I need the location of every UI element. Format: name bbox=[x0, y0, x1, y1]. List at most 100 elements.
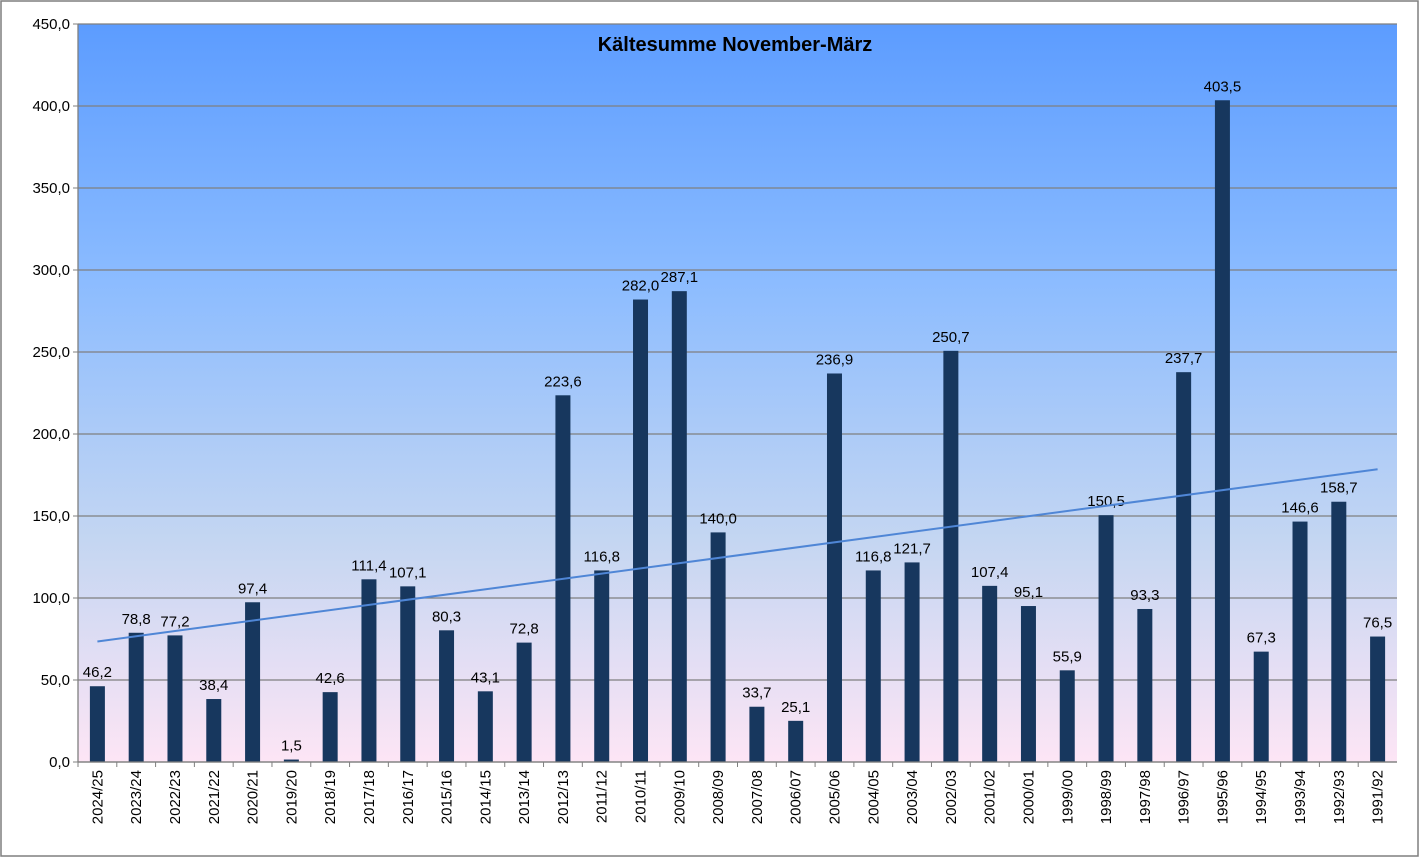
data-label: 282,0 bbox=[622, 278, 660, 295]
data-label: 121,7 bbox=[893, 540, 931, 557]
x-tick-label: 2018/19 bbox=[322, 770, 339, 824]
x-tick-label: 2013/14 bbox=[516, 770, 533, 824]
bar bbox=[1370, 636, 1386, 762]
data-label: 46,2 bbox=[83, 664, 112, 681]
bar bbox=[982, 585, 998, 762]
bar bbox=[710, 532, 726, 762]
y-tick-label: 100,0 bbox=[32, 590, 70, 607]
bar bbox=[439, 630, 455, 762]
bar bbox=[1059, 670, 1075, 762]
x-tick-label: 1996/97 bbox=[1176, 770, 1193, 824]
trendline bbox=[97, 468, 1378, 643]
bar bbox=[1020, 606, 1036, 762]
bar bbox=[826, 373, 842, 762]
x-tick-label: 2024/25 bbox=[89, 770, 106, 824]
y-tick-label: 400,0 bbox=[32, 98, 70, 115]
x-tick-label: 1999/00 bbox=[1059, 770, 1076, 824]
data-label: 76,5 bbox=[1363, 615, 1392, 632]
bar bbox=[1214, 100, 1230, 762]
bar bbox=[1331, 501, 1347, 762]
x-tick-label: 2020/21 bbox=[245, 770, 262, 824]
bar bbox=[865, 570, 881, 762]
bar bbox=[1098, 515, 1114, 762]
data-label: 250,7 bbox=[932, 329, 970, 346]
data-label: 38,4 bbox=[199, 677, 228, 694]
x-tick-label: 2007/08 bbox=[749, 770, 766, 824]
data-label: 77,2 bbox=[160, 613, 189, 630]
y-tick-label: 150,0 bbox=[32, 508, 70, 525]
bar bbox=[1292, 521, 1308, 762]
x-tick-label: 2014/15 bbox=[477, 770, 494, 824]
plot-area bbox=[78, 24, 1397, 762]
bar bbox=[361, 579, 377, 762]
x-tick-label: 2019/20 bbox=[283, 770, 300, 824]
x-tick-label: 1994/95 bbox=[1253, 770, 1270, 824]
data-label: 116,8 bbox=[855, 548, 891, 565]
x-tick-label: 1993/94 bbox=[1292, 770, 1309, 824]
data-label: 25,1 bbox=[781, 699, 810, 716]
x-tick-label: 2009/10 bbox=[671, 770, 688, 824]
x-tick-label: 2005/06 bbox=[826, 770, 843, 824]
bar bbox=[749, 706, 765, 762]
bar bbox=[904, 562, 920, 762]
x-tick-label: 2022/23 bbox=[167, 770, 184, 824]
data-label: 111,4 bbox=[351, 557, 386, 574]
data-label: 287,1 bbox=[661, 269, 699, 286]
bar bbox=[283, 759, 299, 762]
bar bbox=[1137, 608, 1153, 762]
bar bbox=[206, 699, 222, 762]
bar bbox=[322, 692, 338, 762]
bar bbox=[89, 686, 105, 762]
x-tick-label: 2003/04 bbox=[904, 770, 921, 824]
x-tick-label: 2004/05 bbox=[865, 770, 882, 824]
x-tick-label: 2017/18 bbox=[361, 770, 378, 824]
bar bbox=[516, 642, 532, 762]
data-label: 236,9 bbox=[816, 351, 854, 368]
y-tick-label: 0,0 bbox=[49, 754, 70, 771]
data-label: 158,7 bbox=[1320, 480, 1358, 497]
y-tick-label: 50,0 bbox=[41, 672, 70, 689]
x-tick-label: 2001/02 bbox=[982, 770, 999, 824]
bar bbox=[1253, 651, 1269, 762]
bar bbox=[128, 632, 144, 762]
data-label: 403,5 bbox=[1204, 78, 1242, 95]
data-label: 55,9 bbox=[1053, 648, 1082, 665]
data-label: 107,1 bbox=[389, 564, 427, 581]
x-tick-label: 1998/99 bbox=[1098, 770, 1115, 824]
x-tick-label: 2002/03 bbox=[943, 770, 960, 824]
data-label: 67,3 bbox=[1247, 630, 1276, 647]
data-label: 150,5 bbox=[1087, 493, 1125, 510]
bar bbox=[788, 720, 804, 762]
data-label: 97,4 bbox=[238, 580, 267, 597]
data-label: 78,8 bbox=[122, 611, 151, 628]
x-tick-label: 1997/98 bbox=[1137, 770, 1154, 824]
data-label: 95,1 bbox=[1014, 584, 1043, 601]
bar bbox=[671, 291, 687, 762]
bar bbox=[1176, 372, 1192, 762]
data-label: 116,8 bbox=[584, 548, 620, 565]
x-tick-label: 2012/13 bbox=[555, 770, 572, 824]
data-label: 80,3 bbox=[432, 608, 461, 625]
data-label: 140,0 bbox=[699, 510, 737, 527]
data-label: 1,5 bbox=[281, 738, 302, 755]
x-tick-label: 2006/07 bbox=[788, 770, 805, 824]
x-tick-label: 2008/09 bbox=[710, 770, 727, 824]
x-tick-label: 2023/24 bbox=[128, 770, 145, 824]
x-tick-label: 2000/01 bbox=[1020, 770, 1037, 824]
bar bbox=[477, 691, 493, 762]
y-tick-label: 200,0 bbox=[32, 426, 70, 443]
x-tick-label: 2016/17 bbox=[400, 770, 417, 824]
y-tick-label: 450,0 bbox=[32, 16, 70, 33]
y-tick-label: 250,0 bbox=[32, 344, 70, 361]
data-label: 43,1 bbox=[471, 669, 500, 686]
data-label: 33,7 bbox=[742, 685, 771, 702]
x-tick-label: 2021/22 bbox=[206, 770, 223, 824]
chart-title: Kältesumme November-März bbox=[598, 34, 873, 56]
bar bbox=[167, 635, 183, 762]
bar bbox=[594, 570, 610, 762]
data-label: 42,6 bbox=[316, 670, 345, 687]
data-label: 107,4 bbox=[971, 564, 1009, 581]
x-tick-label: 1995/96 bbox=[1214, 770, 1231, 824]
x-tick-label: 1992/93 bbox=[1331, 770, 1348, 824]
